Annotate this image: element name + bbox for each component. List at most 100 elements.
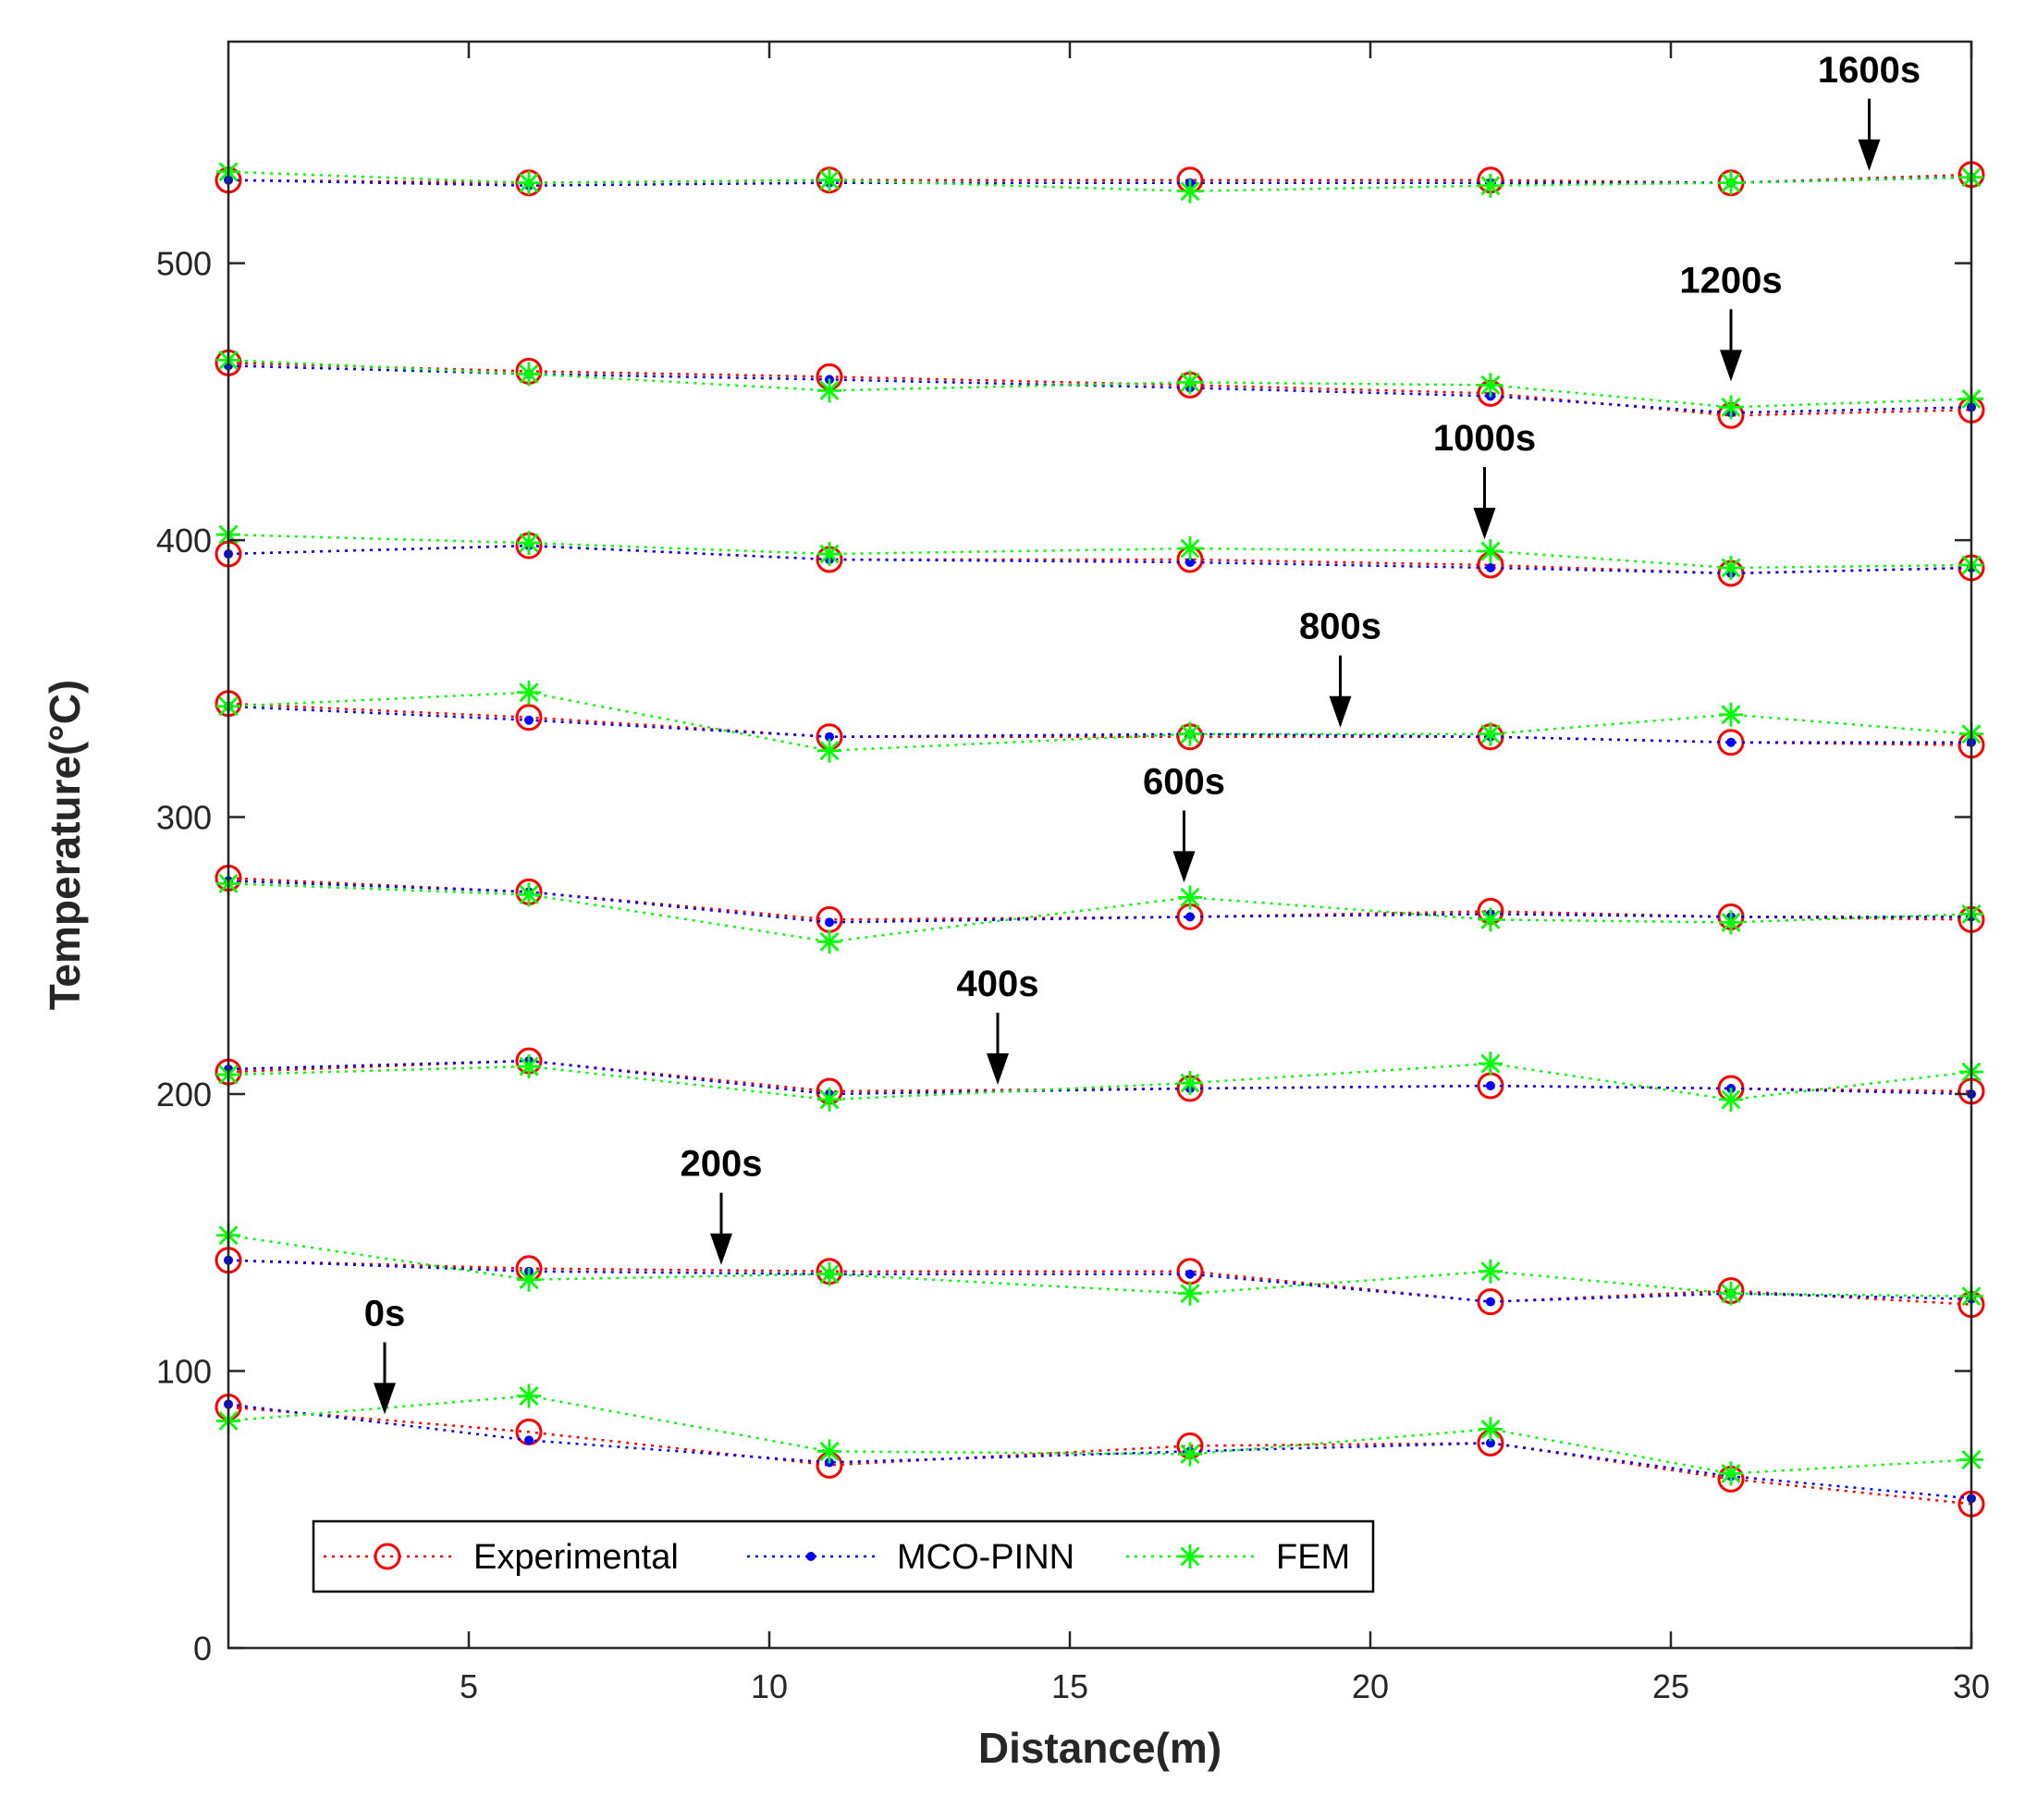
series-line-mco-pinn-1000s — [227, 544, 1972, 575]
point-mco-pinn-600s — [825, 917, 834, 928]
y-tick-label: 200 — [156, 1076, 212, 1113]
point-fem-400s — [1178, 1071, 1202, 1096]
time-step-1000s — [215, 523, 1985, 587]
annotation-arrow-head — [1329, 695, 1352, 728]
point-fem-600s — [817, 929, 841, 954]
point-fem-1000s — [517, 531, 541, 556]
time-step-0s — [215, 1383, 1985, 1518]
point-fem-600s — [1719, 910, 1743, 935]
point-fem-200s — [517, 1267, 541, 1292]
point-fem-600s — [1479, 907, 1503, 932]
annotation-label: 0s — [364, 1293, 406, 1334]
time-step-1200s — [215, 348, 1985, 429]
point-mco-pinn-800s — [524, 715, 534, 725]
series-line-experimental-200s — [227, 1259, 1972, 1306]
x-tick-label: 5 — [460, 1667, 478, 1705]
y-axis-title: Temperature(°C) — [41, 680, 89, 1011]
point-fem-400s — [1479, 1051, 1503, 1076]
series-line-experimental-1600s — [227, 173, 1972, 184]
legend-marker — [374, 1543, 401, 1570]
point-mco-pinn-800s — [825, 732, 834, 742]
point-fem-1200s — [1178, 370, 1202, 395]
legend-marker — [1178, 1544, 1202, 1568]
point-fem-0s — [817, 1439, 841, 1464]
series-layer — [215, 159, 1985, 1518]
legend-label: FEM — [1276, 1538, 1350, 1577]
x-tick-label: 30 — [1953, 1667, 1990, 1705]
point-fem-800s — [1719, 702, 1743, 727]
annotation-label: 400s — [957, 964, 1039, 1004]
point-mco-pinn-1000s — [1486, 563, 1495, 573]
point-fem-0s — [1719, 1461, 1743, 1486]
point-mco-pinn-0s — [524, 1435, 534, 1445]
x-tick-label: 10 — [751, 1667, 788, 1705]
series-line-experimental-600s — [227, 877, 1972, 921]
y-tick-label: 100 — [156, 1353, 212, 1391]
point-fem-400s — [517, 1054, 541, 1079]
point-fem-400s — [817, 1088, 841, 1113]
point-fem-1000s — [1479, 539, 1503, 564]
x-tick-label: 20 — [1352, 1667, 1389, 1705]
plot-frame — [227, 40, 1973, 1650]
time-step-400s — [215, 1047, 1985, 1113]
series-line-fem-400s — [227, 1062, 1972, 1101]
point-fem-1200s — [1479, 373, 1503, 398]
annotation-1000s: 1000s — [1433, 418, 1536, 540]
point-fem-0s — [517, 1383, 541, 1408]
annotation-800s: 800s — [1299, 607, 1381, 728]
point-fem-800s — [517, 680, 541, 705]
annotation-1600s: 1600s — [1818, 50, 1921, 171]
legend: Experimental MCO-PINN FEM — [312, 1519, 1375, 1593]
annotation-arrow-head — [1720, 350, 1742, 382]
annotation-label: 200s — [681, 1144, 763, 1185]
series-line-mco-pinn-200s — [227, 1259, 1972, 1303]
point-fem-0s — [1178, 1442, 1202, 1467]
series-line-fem-1000s — [227, 533, 1972, 570]
series-line-mco-pinn-800s — [227, 705, 1971, 744]
point-fem-1600s — [1178, 178, 1202, 203]
point-mco-pinn-200s — [1486, 1297, 1495, 1307]
annotation-label: 600s — [1143, 761, 1225, 802]
point-fem-1600s — [817, 167, 841, 192]
annotation-arrow-head — [1473, 508, 1496, 540]
y-tick-label: 300 — [156, 799, 212, 837]
series-line-fem-600s — [227, 882, 1972, 943]
point-fem-600s — [1178, 885, 1202, 910]
annotations-layer: 0s 200s 400s 600s 800s 1000s 1200s 1600s — [364, 50, 1921, 1415]
point-fem-1000s — [1719, 556, 1743, 581]
point-fem-200s — [817, 1261, 841, 1286]
legend-box — [312, 1519, 1375, 1593]
annotation-arrow-head — [1172, 851, 1196, 883]
annotation-label: 1600s — [1818, 50, 1921, 91]
annotation-600s: 600s — [1143, 761, 1225, 883]
series-line-experimental-0s — [227, 1406, 1972, 1506]
legend-item-mco-pinn: MCO-PINN — [747, 1538, 1074, 1577]
annotation-400s: 400s — [957, 964, 1039, 1086]
point-fem-400s — [1719, 1088, 1743, 1113]
y-tick-label: 400 — [156, 522, 212, 560]
series-line-experimental-1000s — [227, 544, 1972, 575]
annotation-label: 1000s — [1433, 418, 1536, 459]
series-line-experimental-400s — [227, 1059, 1972, 1093]
point-fem-1000s — [817, 542, 841, 567]
point-fem-800s — [1178, 721, 1202, 746]
legend-label: MCO-PINN — [897, 1538, 1074, 1577]
point-fem-1600s — [1719, 170, 1743, 195]
point-fem-800s — [817, 738, 841, 763]
annotation-1200s: 1200s — [1679, 260, 1783, 382]
point-fem-1600s — [517, 170, 541, 195]
point-fem-0s — [1479, 1417, 1503, 1442]
series-line-experimental-800s — [227, 702, 1972, 746]
point-fem-1200s — [1719, 395, 1743, 420]
point-fem-200s — [1178, 1281, 1202, 1306]
series-line-fem-0s — [227, 1395, 1972, 1475]
legend-label: Experimental — [473, 1538, 679, 1577]
point-mco-pinn-800s — [1726, 737, 1736, 747]
series-line-fem-200s — [227, 1234, 1972, 1297]
time-step-800s — [215, 680, 1985, 763]
point-mco-pinn-1000s — [1185, 558, 1195, 568]
annotation-label: 1200s — [1679, 260, 1782, 301]
annotation-arrow-head — [987, 1053, 1009, 1086]
annotation-arrow-head — [710, 1233, 732, 1265]
x-axis-title: Distance(m) — [978, 1724, 1221, 1772]
